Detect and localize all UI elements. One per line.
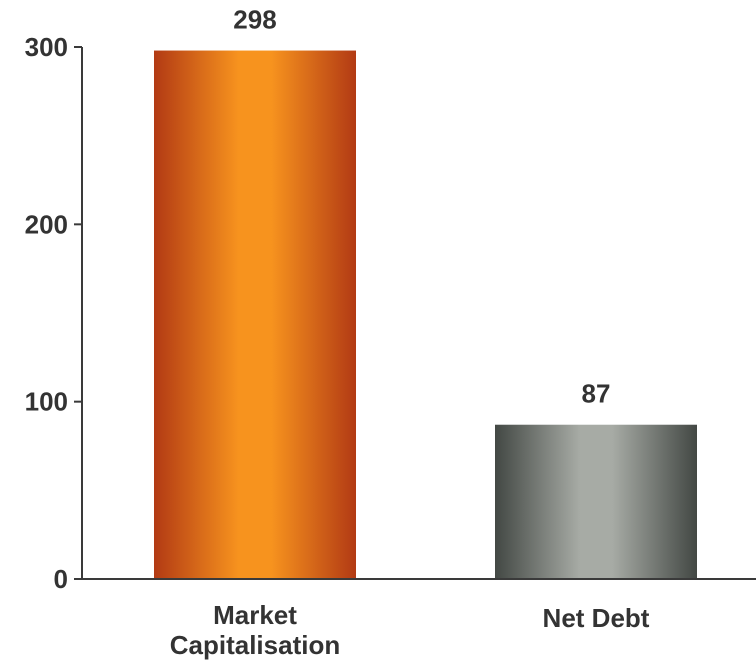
bar-value-label: 87 [582, 379, 611, 409]
bar [495, 424, 697, 579]
x-category-label: Market [213, 600, 297, 630]
x-category-label: Capitalisation [170, 630, 340, 660]
bar [154, 50, 356, 579]
x-category-label: Net Debt [543, 603, 650, 633]
y-tick-label: 200 [25, 209, 68, 239]
y-tick-label: 300 [25, 32, 68, 62]
y-tick-label: 100 [25, 387, 68, 417]
bars-group: 298 87 [154, 5, 697, 579]
y-axis: 0 100 200 300 [25, 32, 83, 594]
y-tick-label: 0 [54, 564, 68, 594]
bar-value-label: 298 [233, 5, 276, 35]
